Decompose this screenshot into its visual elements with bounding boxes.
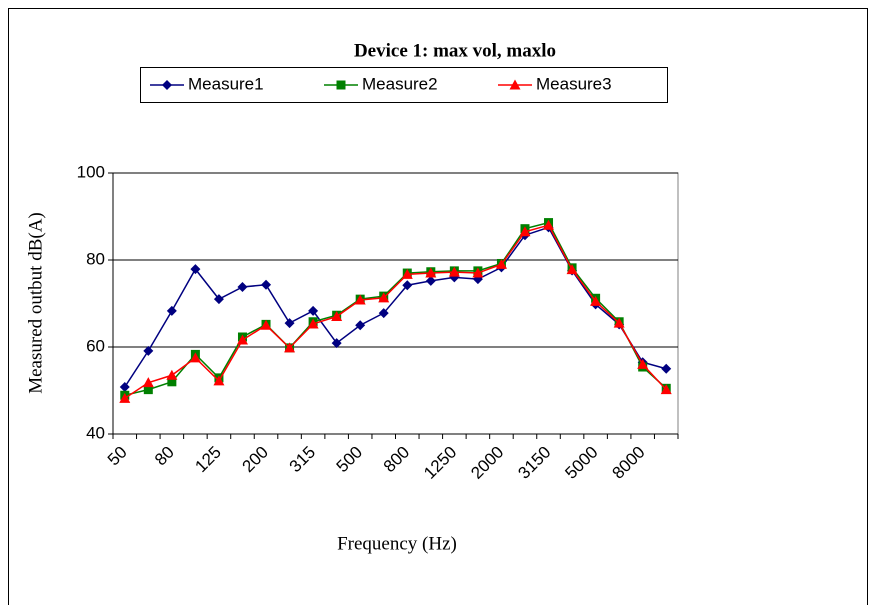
- marker: [143, 385, 153, 395]
- marker: [307, 318, 319, 329]
- legend-marker: [509, 79, 521, 90]
- marker: [143, 345, 154, 356]
- legend-label: Measure1: [188, 74, 264, 93]
- marker: [355, 320, 366, 331]
- marker: [543, 219, 555, 230]
- chart-title: Device 1: max vol, maxlo: [354, 40, 556, 61]
- marker: [354, 294, 366, 305]
- marker: [401, 268, 413, 279]
- legend-label: Measure2: [362, 74, 438, 93]
- marker: [637, 358, 649, 369]
- marker: [284, 342, 296, 353]
- marker: [237, 281, 248, 292]
- marker: [142, 377, 154, 388]
- marker: [261, 279, 272, 290]
- y-tick-label: 100: [77, 162, 105, 181]
- y-tick-label: 60: [86, 336, 105, 355]
- marker: [378, 292, 390, 303]
- marker: [660, 384, 672, 395]
- marker: [566, 264, 578, 275]
- marker: [661, 363, 672, 374]
- marker: [448, 266, 460, 277]
- marker: [260, 319, 272, 330]
- marker: [119, 382, 130, 393]
- marker: [425, 267, 437, 278]
- marker: [472, 267, 484, 278]
- marker: [213, 375, 225, 386]
- marker: [378, 308, 389, 319]
- marker: [519, 226, 531, 237]
- marker: [495, 258, 507, 269]
- marker: [425, 275, 436, 286]
- legend-marker: [336, 80, 346, 90]
- y-tick-label: 40: [86, 423, 105, 442]
- series-line: [124, 224, 667, 399]
- marker: [236, 334, 248, 345]
- marker: [331, 338, 342, 349]
- marker: [284, 318, 295, 329]
- marker: [166, 305, 177, 316]
- marker: [166, 369, 178, 380]
- marker: [308, 305, 319, 316]
- marker: [213, 294, 224, 305]
- x-axis-label: Frequency (Hz): [337, 533, 457, 554]
- marker: [119, 392, 131, 403]
- marker: [167, 377, 177, 387]
- marker: [331, 311, 343, 322]
- y-tick-label: 80: [86, 249, 105, 268]
- marker: [590, 295, 602, 306]
- marker: [190, 264, 201, 275]
- y-axis-label: Measured outbut dB(A): [25, 212, 46, 394]
- legend-label: Measure3: [536, 74, 612, 93]
- legend-marker: [162, 80, 172, 90]
- marker: [402, 280, 413, 291]
- marker: [613, 317, 625, 328]
- marker: [189, 352, 201, 363]
- legend-box: [140, 67, 668, 103]
